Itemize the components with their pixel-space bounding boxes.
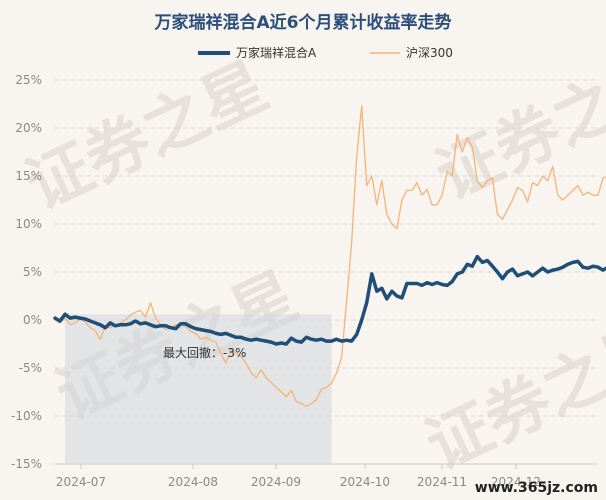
y-tick-label: 0% xyxy=(23,313,42,327)
legend: 万家瑞祥混合A 沪深300 xyxy=(198,45,453,60)
y-tick-label: 5% xyxy=(23,265,42,279)
series-lines xyxy=(53,105,606,408)
x-tick-label: 2024-10 xyxy=(340,475,390,489)
x-tick-label: 2024-07 xyxy=(56,475,106,489)
legend-label-index: 沪深300 xyxy=(406,46,453,60)
watermark-text-4: 证券之星 xyxy=(415,309,606,484)
y-tick-label: 10% xyxy=(15,217,42,231)
watermark-text-1: 证券之星 xyxy=(15,49,278,224)
y-tick-label: -10% xyxy=(11,409,42,423)
x-axis: 2024-07 2024-08 2024-09 2024-10 2024-11 2024-… xyxy=(56,464,541,489)
y-tick-label: -15% xyxy=(11,457,42,471)
drawdown-region xyxy=(65,314,332,464)
x-tick-label: 2024-11 xyxy=(417,475,467,489)
y-axis: 25% 20% 15% 10% 5% 0% -5% -10% -15% xyxy=(11,73,42,471)
chart-title: 万家瑞祥混合A近6个月累计收益率走势 xyxy=(154,12,452,33)
y-tick-label: -5% xyxy=(19,361,42,375)
y-tick-label: 15% xyxy=(15,169,42,183)
watermark-site: www.365jz.com xyxy=(475,480,598,496)
max-drawdown-annotation: 最大回撤：-3% xyxy=(163,345,246,360)
series-line-fund xyxy=(53,254,606,346)
y-tick-label: 20% xyxy=(15,121,42,135)
x-tick-label: 2024-12 xyxy=(491,475,541,489)
drawdown-shade xyxy=(65,314,332,464)
x-tick-label: 2024-08 xyxy=(168,475,218,489)
series-line-index xyxy=(54,105,606,408)
legend-label-fund: 万家瑞祥混合A xyxy=(236,45,317,60)
y-tick-label: 25% xyxy=(15,73,42,87)
x-tick-label: 2024-09 xyxy=(251,475,301,489)
